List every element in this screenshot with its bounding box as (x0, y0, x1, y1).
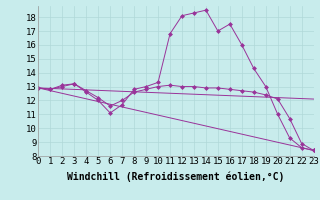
X-axis label: Windchill (Refroidissement éolien,°C): Windchill (Refroidissement éolien,°C) (67, 172, 285, 182)
